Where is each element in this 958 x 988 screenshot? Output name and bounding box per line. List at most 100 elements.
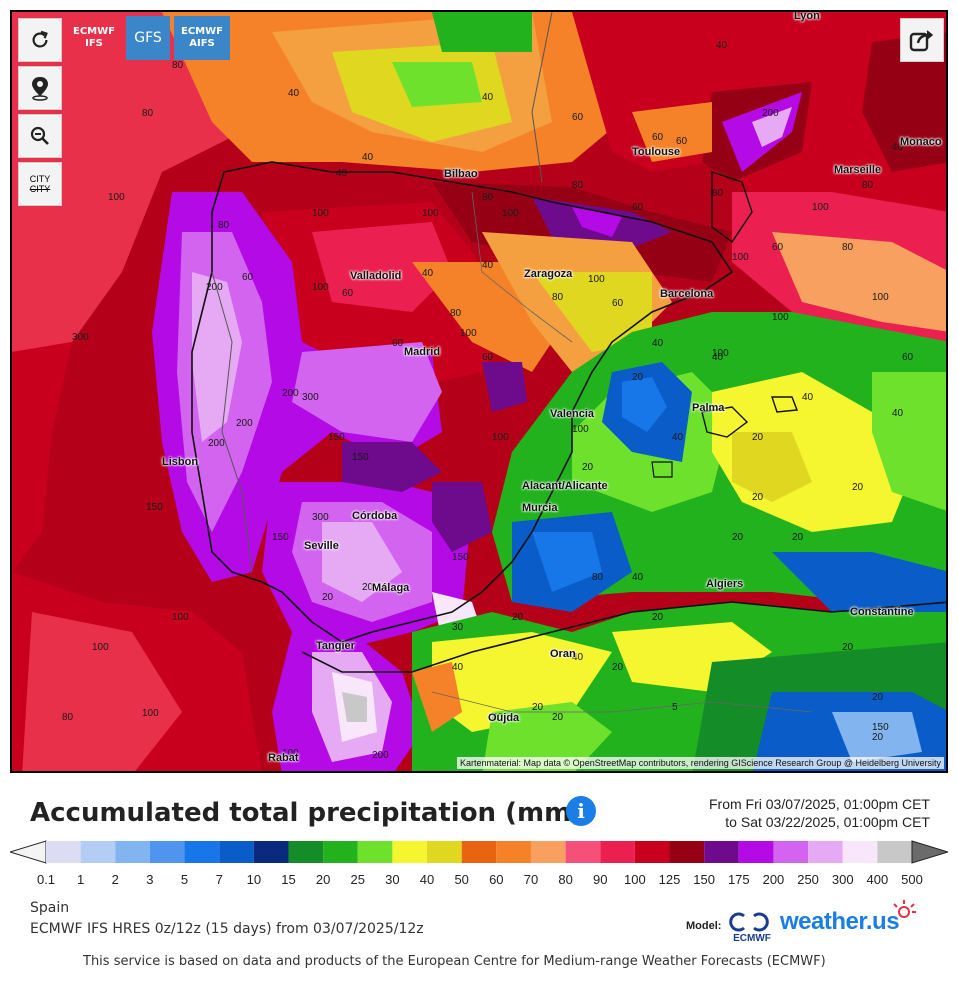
contour-label: 40 xyxy=(892,142,904,153)
refresh-button[interactable] xyxy=(18,18,62,62)
contour-label: 30 xyxy=(452,622,464,633)
scale-tick-label: 10 xyxy=(246,872,262,887)
scale-swatch xyxy=(80,841,116,863)
scale-tick-label: 175 xyxy=(727,872,750,887)
share-button[interactable] xyxy=(900,18,944,62)
city-label-constantine: Constantine xyxy=(850,606,914,618)
scale-swatch xyxy=(738,841,774,863)
zoom-out-icon xyxy=(30,126,49,145)
city-label-oran: Oran xyxy=(550,648,576,660)
scale-swatch xyxy=(427,841,462,863)
contour-label: 100 xyxy=(502,208,519,219)
scale-swatch xyxy=(149,841,185,863)
contour-label: 20 xyxy=(632,372,644,383)
city-label-palma: Palma xyxy=(692,402,725,414)
scale-tick-label: 150 xyxy=(693,872,716,887)
scale-swatch xyxy=(357,841,393,863)
model-button-gfs[interactable]: GFS xyxy=(126,16,170,60)
weather-us-logo[interactable]: weather.us xyxy=(780,908,900,936)
model-button-ecmwf-ifs[interactable]: ECMWF IFS xyxy=(68,16,120,60)
scale-tick-label: 1 xyxy=(77,872,85,887)
scale-swatch xyxy=(704,841,739,863)
contour-label: 60 xyxy=(772,242,784,253)
region-name: Spain xyxy=(30,900,70,916)
contour-label: 20 xyxy=(362,582,374,593)
scale-swatch xyxy=(184,841,220,863)
contour-label: 80 xyxy=(862,180,874,191)
city-label-valencia: Valencia xyxy=(550,408,595,420)
model-label-line2: IFS xyxy=(85,38,103,49)
contour-label: 150 xyxy=(328,432,345,443)
contour-label: 40 xyxy=(892,408,904,419)
disclaimer: This service is based on data and produc… xyxy=(83,954,826,969)
contour-label: 40 xyxy=(422,268,434,279)
contour-label: 100 xyxy=(442,168,459,179)
city-label-algiers: Algiers xyxy=(706,578,744,590)
city-label-barcelona: Barcelona xyxy=(660,288,714,300)
scale-tick-label: 60 xyxy=(489,872,504,887)
share-icon xyxy=(909,30,934,52)
city-label-zaragoza: Zaragoza xyxy=(524,268,573,280)
city-toggle-button[interactable]: CITY CITY xyxy=(18,162,62,206)
ecmwf-logo-text: ECMWF xyxy=(733,933,771,944)
contour-label: 40 xyxy=(482,92,494,103)
city-label-valladolid: Valladolid xyxy=(350,270,402,282)
city-label-bilbao: Bilbao xyxy=(444,168,478,180)
scale-swatch xyxy=(530,841,566,863)
model-button-ecmwf-aifs[interactable]: ECMWF AIFS xyxy=(174,16,230,60)
contour-label: 20 xyxy=(592,482,604,493)
contour-label: 20 xyxy=(872,692,884,703)
contour-label: 20 xyxy=(582,462,594,473)
scale-tick-label: 20 xyxy=(315,872,331,887)
brand-sun-icon xyxy=(893,900,916,918)
scale-tick-label: 80 xyxy=(558,872,573,887)
contour-label: 100 xyxy=(812,202,829,213)
contour-label: 60 xyxy=(242,272,254,283)
location-button[interactable] xyxy=(18,66,62,110)
city-label-lisbon: Lisbon xyxy=(162,456,199,468)
contour-label: 40 xyxy=(452,662,464,673)
contour-label: 200 xyxy=(282,388,299,399)
scale-swatch xyxy=(461,841,497,863)
contour-label: 60 xyxy=(482,352,494,363)
contour-label: 60 xyxy=(652,132,664,143)
contour-label: 20 xyxy=(842,642,854,653)
contour-label: 100 xyxy=(142,708,159,719)
scale-swatch xyxy=(808,841,843,863)
precipitation-field xyxy=(12,12,946,771)
scale-tick-label: 100 xyxy=(624,872,646,887)
contour-label: 100 xyxy=(772,312,789,323)
contour-label: 40 xyxy=(288,88,300,99)
city-label-marseille: Marseille xyxy=(834,164,882,176)
contour-label: 100 xyxy=(92,642,109,653)
precipitation-map[interactable]: 80 40 40 40 60 60 40 80 200 80 40 40 100 80 100 100 80 60… xyxy=(10,10,948,773)
contour-label: 80 xyxy=(172,60,184,71)
contour-label: 100 xyxy=(312,208,329,219)
scale-min-arrow xyxy=(10,840,47,864)
scale-swatch xyxy=(634,841,670,863)
model-label: Model: xyxy=(686,920,722,932)
zoom-out-button[interactable] xyxy=(18,114,62,158)
contour-label: 40 xyxy=(716,40,728,51)
city-label-madrid: Madrid xyxy=(404,346,441,358)
contour-label: 40 xyxy=(336,168,348,179)
contour-label: 20 xyxy=(512,612,524,623)
contour-label: 100 xyxy=(108,192,125,203)
scale-swatch xyxy=(773,841,809,863)
contour-label: 80 xyxy=(450,308,462,319)
contour-label: 100 xyxy=(872,292,889,303)
city-label-alicante: Alacant/Alicante xyxy=(522,480,608,492)
refresh-icon xyxy=(32,30,48,48)
contour-label: 60 xyxy=(902,352,914,363)
date-from: From Fri 03/07/2025, 01:00pm CET xyxy=(709,796,930,812)
contour-label: 20 xyxy=(652,612,664,623)
contour-label: 60 xyxy=(342,288,354,299)
contour-label: 100 xyxy=(572,424,589,435)
contour-label: 100 xyxy=(492,432,509,443)
contour-label: 200 xyxy=(236,418,253,429)
scale-tick-label: 40 xyxy=(419,872,435,887)
info-button[interactable]: i xyxy=(566,796,596,826)
scale-tick-label: 500 xyxy=(901,872,923,887)
contour-label: 100 xyxy=(732,252,749,263)
scale-tick-label: 250 xyxy=(797,872,819,887)
